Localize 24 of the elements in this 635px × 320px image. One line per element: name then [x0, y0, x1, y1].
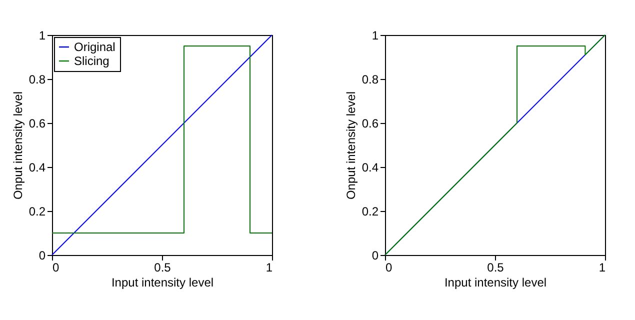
x-tick-label: 0.5	[154, 260, 172, 274]
y-tick-label: 0	[38, 248, 46, 262]
y-tick-label: 1	[372, 28, 379, 42]
y-tick-label: 0.6	[362, 116, 379, 130]
x-tick-label: 0	[386, 260, 392, 274]
x-tick-label: 1	[266, 260, 273, 274]
legend-label: Slicing	[74, 54, 110, 68]
x-axis-title: Input intensity level	[111, 276, 214, 290]
x-tick-label: 0	[52, 260, 60, 274]
y-tick-label: 0.6	[28, 116, 46, 130]
legend-label: Original	[74, 40, 116, 54]
y-tick-label: 0	[372, 248, 379, 262]
y-tick-label: 0.2	[28, 204, 46, 218]
x-tick-label: 1	[598, 260, 606, 274]
y-axis-title: Onput intensity level	[344, 91, 358, 200]
x-tick-label: 0.5	[487, 260, 504, 274]
y-axis-title: Onput intensity level	[10, 91, 25, 200]
y-tick-label: 0.2	[362, 204, 379, 218]
y-tick-label: 0.4	[362, 160, 379, 174]
y-tick-label: 0.8	[28, 72, 46, 86]
y-tick-label: 1	[38, 28, 46, 42]
y-tick-label: 0.8	[362, 72, 379, 86]
x-axis-title: Input intensity level	[444, 276, 547, 290]
y-tick-label: 0.4	[28, 160, 46, 174]
